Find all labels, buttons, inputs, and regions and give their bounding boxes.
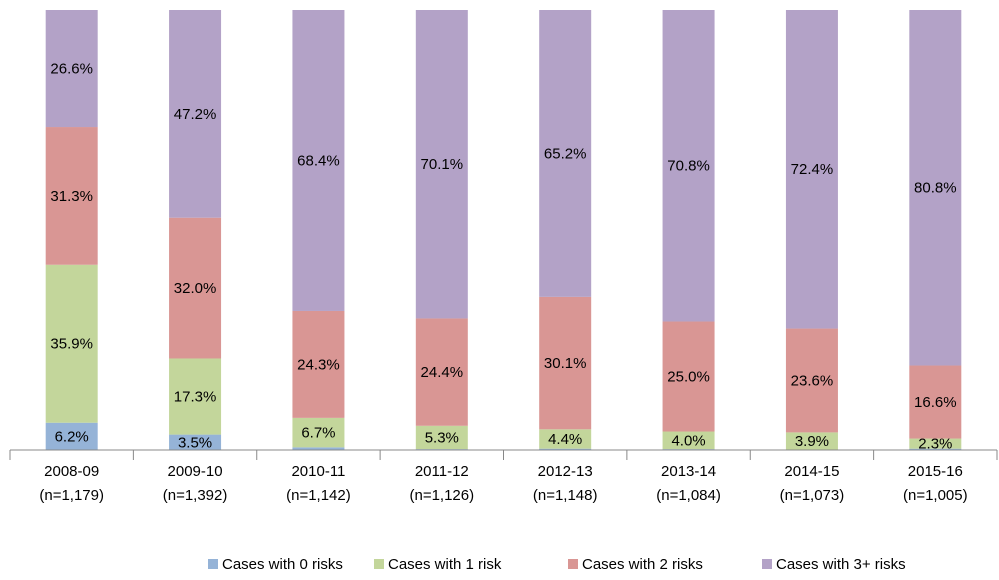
x-tick-label: 2008-09 [44, 463, 99, 480]
data-label: 3.5% [178, 434, 212, 451]
data-label: 80.8% [914, 180, 957, 197]
bar-segment [169, 217, 222, 359]
bar-segment [539, 296, 592, 430]
data-label: 17.3% [174, 389, 217, 406]
bar-segment [909, 448, 962, 450]
data-label: 3.9% [795, 433, 829, 450]
bar-segment [169, 434, 222, 450]
x-tick-sublabel: (n=1,126) [409, 487, 474, 504]
legend-label: Cases with 1 risk [388, 556, 502, 573]
bar-segment [169, 358, 222, 435]
legend-label: Cases with 3+ risks [776, 556, 906, 573]
x-tick-sublabel: (n=1,142) [286, 487, 351, 504]
x-tick-sublabel: (n=1,179) [39, 487, 104, 504]
x-tick-sublabel: (n=1,148) [533, 487, 598, 504]
data-label: 70.1% [421, 156, 464, 173]
x-tick-sublabel: (n=1,005) [903, 487, 968, 504]
bar-segment [292, 447, 345, 450]
bar-segment [785, 328, 838, 433]
bar-segment [45, 10, 98, 128]
bar-segment [415, 425, 468, 450]
data-label: 6.2% [55, 428, 89, 445]
bar-segment [539, 10, 592, 297]
data-label: 31.3% [50, 188, 93, 205]
data-label: 72.4% [791, 161, 834, 178]
data-label: 70.8% [667, 158, 710, 175]
data-label: 35.9% [50, 336, 93, 353]
data-label: 6.7% [301, 425, 335, 442]
x-tick-sublabel: (n=1,392) [163, 487, 228, 504]
x-tick-label: 2010-11 [291, 463, 345, 480]
data-label: 4.4% [548, 431, 582, 448]
x-tick-sublabel: (n=1,073) [780, 487, 845, 504]
data-label: 68.4% [297, 152, 340, 169]
bar-segment [662, 321, 715, 432]
x-tick-label: 2014-15 [784, 463, 839, 480]
legend-label: Cases with 2 risks [582, 556, 703, 573]
bar-segment [45, 127, 98, 265]
data-label: 30.1% [544, 355, 587, 372]
bar-segment [785, 10, 838, 329]
bar-segment [45, 422, 98, 450]
x-tick-sublabel: (n=1,084) [656, 487, 721, 504]
bar-segment [539, 448, 592, 450]
legend-swatch [762, 559, 772, 569]
bar-segment [292, 310, 345, 418]
bar-segment [292, 417, 345, 448]
bar-segment [662, 10, 715, 322]
data-label: 23.6% [791, 372, 834, 389]
data-label: 26.6% [50, 60, 93, 77]
x-tick-label: 2012-13 [538, 463, 593, 480]
data-label: 16.6% [914, 394, 957, 411]
bar-segment [169, 10, 222, 218]
data-label: 25.0% [667, 368, 710, 385]
data-label: 5.3% [425, 429, 459, 446]
legend-label: Cases with 0 risks [222, 556, 343, 573]
x-tick-label: 2015-16 [908, 463, 963, 480]
bar-segment [909, 438, 962, 449]
bar-segment [292, 10, 345, 311]
legend-swatch [374, 559, 384, 569]
x-tick-label: 2009-10 [168, 463, 223, 480]
bar-segment [45, 264, 98, 423]
bar-segment [909, 365, 962, 439]
x-tick-label: 2013-14 [661, 463, 716, 480]
bar-segment [539, 429, 592, 449]
data-label: 4.0% [671, 432, 705, 449]
bar-segment [415, 318, 468, 426]
data-label: 65.2% [544, 145, 587, 162]
bar-segment [662, 431, 715, 450]
x-tick-label: 2011-12 [415, 463, 469, 480]
legend-swatch [568, 559, 578, 569]
bar-segment [785, 432, 838, 450]
bar-segment [415, 10, 468, 319]
legend-swatch [208, 559, 218, 569]
data-label: 47.2% [174, 106, 217, 123]
data-label: 32.0% [174, 280, 217, 297]
data-label: 24.3% [297, 356, 340, 373]
data-label: 24.4% [421, 364, 464, 381]
data-label: 2.3% [918, 436, 952, 453]
bar-segment [909, 10, 962, 366]
